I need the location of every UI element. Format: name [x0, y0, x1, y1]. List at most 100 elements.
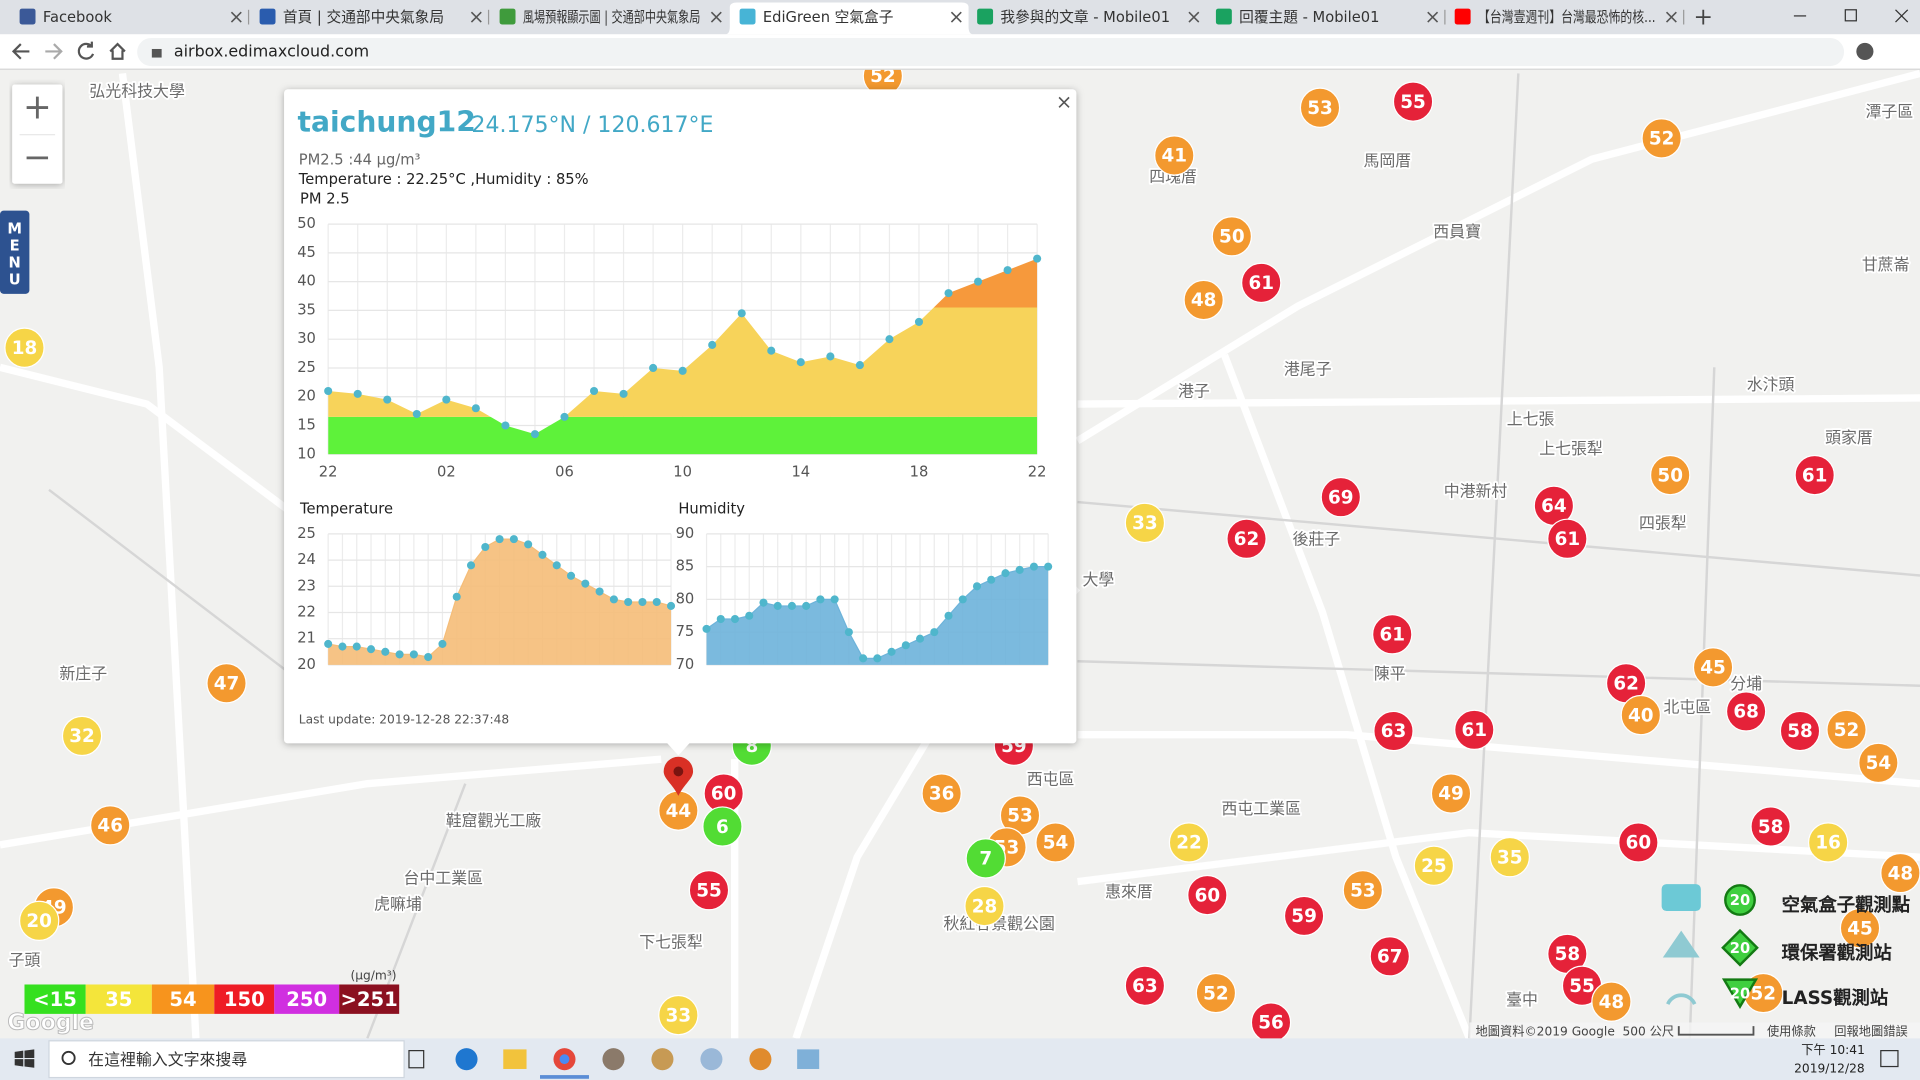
station-marker[interactable]: [1168, 822, 1210, 863]
marker-value[interactable]: 54: [1866, 753, 1892, 774]
station-marker[interactable]: [965, 838, 1006, 879]
station-marker[interactable]: [1226, 518, 1267, 559]
tab-title[interactable]: Facebook: [43, 9, 113, 26]
station-marker[interactable]: [1195, 972, 1237, 1014]
tab-close[interactable]: [1427, 11, 1439, 23]
station-marker[interactable]: [1489, 836, 1530, 878]
marker-value[interactable]: 58: [1787, 721, 1813, 742]
station-marker[interactable]: [1794, 454, 1835, 496]
station-marker[interactable]: [1241, 262, 1282, 304]
marker-value[interactable]: 49: [1438, 784, 1464, 805]
marker-value[interactable]: 50: [1219, 227, 1245, 248]
task-view[interactable]: [408, 1050, 425, 1069]
marker-value[interactable]: 25: [1421, 856, 1447, 877]
marker-value[interactable]: 33: [666, 1005, 692, 1026]
station-marker[interactable]: [1650, 454, 1691, 496]
marker-value[interactable]: 52: [1750, 983, 1776, 1004]
station-marker[interactable]: [688, 870, 730, 911]
marker-value[interactable]: 55: [696, 880, 722, 901]
marker-value[interactable]: 22: [1176, 833, 1202, 854]
station-marker[interactable]: [1779, 710, 1821, 752]
station-marker[interactable]: [1035, 822, 1076, 863]
station-marker[interactable]: [1342, 870, 1384, 911]
marker-value[interactable]: 55: [1400, 92, 1426, 113]
station-marker[interactable]: [1211, 216, 1253, 257]
marker-value[interactable]: 28: [972, 896, 998, 917]
marker-value[interactable]: 63: [1381, 721, 1407, 742]
tab-title[interactable]: 回覆主題 - Mobile01: [1239, 9, 1379, 26]
station-marker[interactable]: [1454, 709, 1495, 750]
marker-value[interactable]: 35: [1497, 847, 1523, 868]
station-marker[interactable]: [1620, 694, 1662, 736]
marker-value[interactable]: 52: [1649, 129, 1675, 150]
station-marker[interactable]: [1154, 135, 1195, 176]
start-button[interactable]: [14, 1049, 35, 1068]
marker-value[interactable]: 52: [1203, 983, 1229, 1004]
station-marker[interactable]: [964, 885, 1005, 927]
station-marker[interactable]: [1369, 936, 1410, 977]
marker-value[interactable]: 44: [666, 801, 692, 822]
tab-title[interactable]: 首頁 | 交通部中央氣象局: [283, 8, 444, 26]
station-marker[interactable]: [1725, 691, 1767, 732]
tab-title[interactable]: 【台灣壹週刊】台灣最恐怖的核...: [1478, 9, 1656, 26]
home-button[interactable]: [109, 42, 126, 60]
station-marker[interactable]: [1183, 279, 1224, 321]
marker-value[interactable]: 52: [1834, 720, 1860, 741]
station-marker[interactable]: [1124, 502, 1166, 544]
tab-close[interactable]: [1665, 11, 1677, 23]
station-marker[interactable]: [1807, 822, 1849, 863]
station-marker[interactable]: [1858, 742, 1899, 784]
station-marker[interactable]: [90, 805, 131, 846]
reload-button[interactable]: [77, 41, 95, 60]
station-marker[interactable]: [206, 663, 247, 704]
marker-value[interactable]: 46: [97, 816, 123, 837]
marker-value[interactable]: 56: [1258, 1013, 1284, 1034]
marker-value[interactable]: 59: [1291, 906, 1317, 927]
marker-value[interactable]: 48: [1599, 992, 1625, 1013]
marker-value[interactable]: 7: [979, 849, 992, 870]
search-placeholder[interactable]: 在這裡輸入文字來搜尋: [88, 1050, 247, 1069]
marker-value[interactable]: 60: [711, 784, 737, 805]
marker-value[interactable]: 55: [1569, 976, 1595, 997]
marker-value[interactable]: 58: [1555, 944, 1581, 965]
marker-value[interactable]: 67: [1377, 947, 1403, 968]
app-1[interactable]: [602, 1048, 625, 1071]
back-button[interactable]: [11, 43, 30, 60]
tab-title[interactable]: 風場預報顯示圖 | 交通部中央氣象局: [523, 8, 701, 26]
marker-value[interactable]: 52: [870, 66, 896, 87]
tab-title[interactable]: EdiGreen 空氣盒子: [763, 9, 894, 26]
marker-value[interactable]: 60: [1195, 885, 1221, 906]
app-5[interactable]: [797, 1049, 820, 1069]
station-marker[interactable]: [1547, 518, 1588, 559]
station-marker[interactable]: [1641, 118, 1682, 159]
zoom-out[interactable]: −: [23, 138, 52, 178]
marker-value[interactable]: 61: [1462, 720, 1488, 741]
tab-close[interactable]: [470, 11, 482, 23]
tab-close[interactable]: [230, 11, 242, 23]
marker-value[interactable]: 68: [1733, 702, 1759, 723]
tab-close[interactable]: [950, 11, 962, 23]
marker-value[interactable]: 58: [1758, 817, 1784, 838]
marker-value[interactable]: 53: [1007, 806, 1033, 827]
station-marker[interactable]: [1839, 907, 1881, 949]
station-marker[interactable]: [1750, 806, 1791, 847]
marker-value[interactable]: 54: [1043, 833, 1069, 854]
station-marker[interactable]: [1124, 965, 1166, 1006]
marker-value[interactable]: 20: [26, 911, 52, 932]
marker-value[interactable]: 62: [1234, 529, 1260, 550]
omnibox[interactable]: [137, 37, 1845, 67]
marker-value[interactable]: 40: [1628, 705, 1654, 726]
marker-value[interactable]: 36: [929, 784, 955, 805]
marker-value[interactable]: 48: [1888, 863, 1914, 884]
marker-value[interactable]: 60: [1626, 833, 1652, 854]
station-marker[interactable]: [1187, 874, 1228, 916]
tab-title[interactable]: 我參與的文章 - Mobile01: [1000, 8, 1170, 26]
notifications[interactable]: [1880, 1050, 1899, 1068]
app-2[interactable]: [651, 1048, 674, 1071]
marker-value[interactable]: 53: [1307, 98, 1333, 119]
marker-value[interactable]: 45: [1700, 658, 1726, 679]
station-marker[interactable]: [1430, 773, 1472, 814]
station-marker[interactable]: [1618, 822, 1659, 863]
station-marker[interactable]: [1372, 614, 1413, 655]
forward-button[interactable]: [45, 43, 63, 60]
